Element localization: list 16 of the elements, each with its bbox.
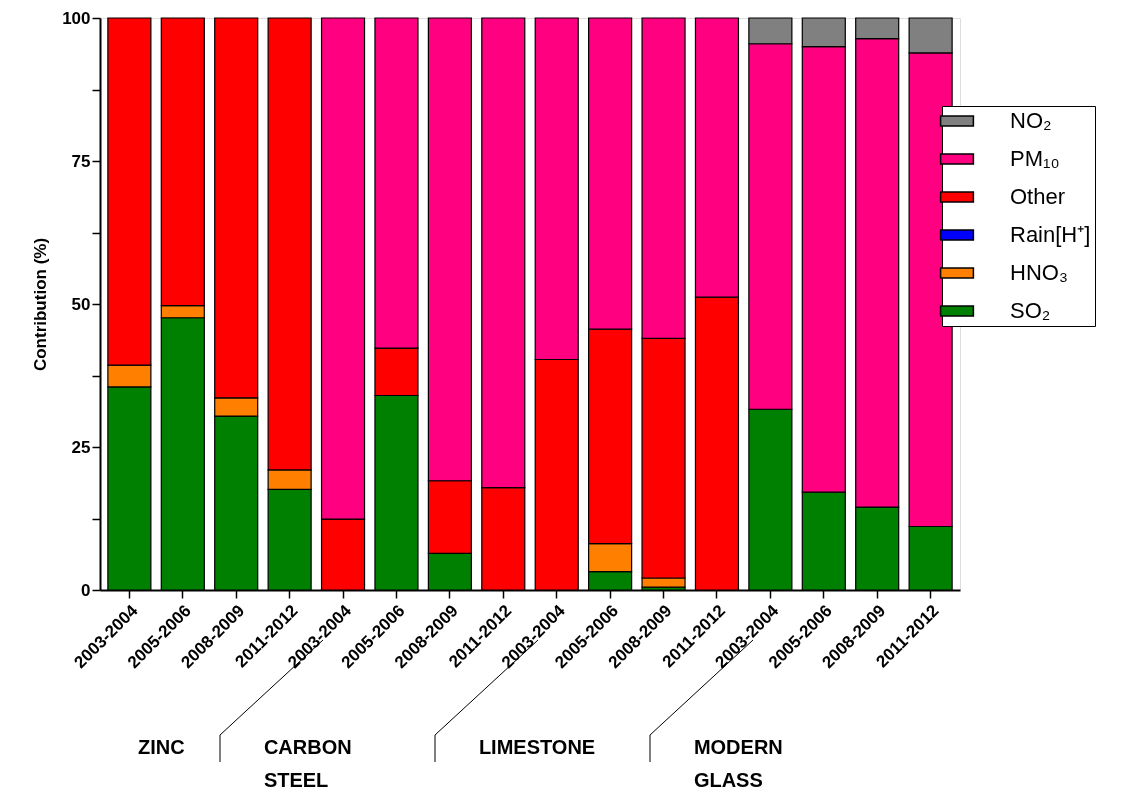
legend-label: Rain[H⁺] [1010, 222, 1091, 247]
y-tick-label: 100 [62, 8, 91, 28]
text: CARBON STEEL [263, 736, 352, 791]
text: MODERN GLASS [693, 736, 783, 791]
legend-label: SO₂ [1010, 298, 1051, 323]
legend-label: HNO₃ [1010, 260, 1068, 285]
legend-label: Other [1010, 184, 1066, 209]
y-tick-label: 75 [71, 151, 91, 171]
text: LIMESTONE [478, 736, 596, 758]
y-tick-label: 0 [81, 580, 91, 600]
y-tick-label: 25 [71, 437, 91, 457]
y-axis-title: Contribution (%) [31, 237, 51, 372]
text: ZINC [138, 736, 185, 758]
legend-label: PM₁₀ [1010, 146, 1060, 171]
y-tick-label: 50 [71, 294, 91, 314]
legend-label: NO₂ [1010, 108, 1052, 133]
